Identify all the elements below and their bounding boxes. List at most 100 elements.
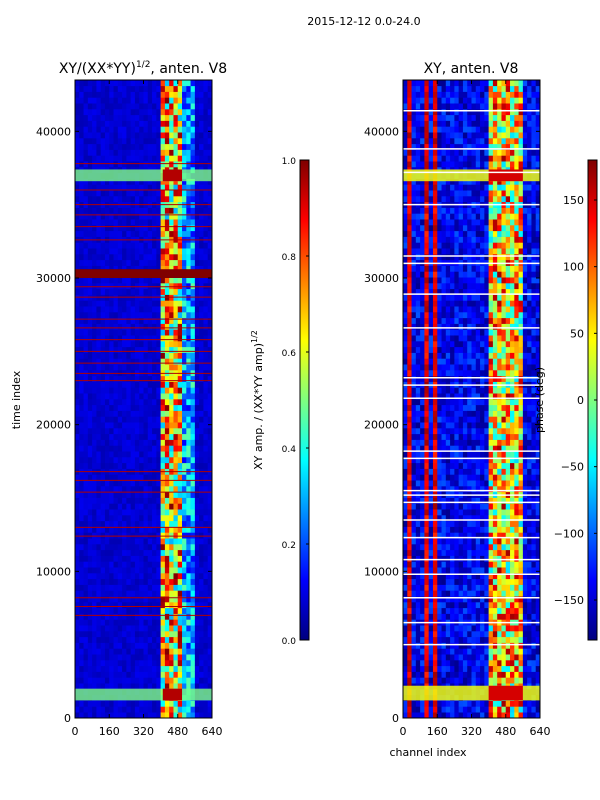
phase-heatmap-cell (437, 584, 442, 591)
amplitude-heatmap-cell (156, 631, 161, 638)
phase-heatmap-cell (424, 451, 429, 458)
phase-heatmap-cell (441, 671, 447, 678)
phase-heatmap-cell (428, 120, 434, 127)
amplitude-heatmap-cell (104, 549, 110, 556)
amplitude-heatmap-cell (139, 225, 144, 232)
amplitude-heatmap-cell (83, 706, 89, 713)
amplitude-heatmap-cell (83, 114, 89, 121)
amplitude-heatmap-cell (160, 555, 166, 562)
amplitude-heatmap-cell (156, 97, 161, 104)
amplitude-heatmap-cell (130, 207, 136, 214)
phase-heatmap-cell (450, 242, 455, 249)
amplitude-heatmap-cell (130, 97, 136, 104)
phase-heatmap-cell (450, 509, 455, 516)
amplitude-heatmap-cell (152, 120, 157, 127)
phase-heatmap-cell (407, 265, 412, 272)
phase-heatmap-cell (450, 607, 455, 614)
amplitude-heatmap-cell (113, 161, 119, 168)
amplitude-heatmap-cell (122, 486, 127, 493)
amplitude-heatmap-cell (79, 358, 84, 365)
amplitude-heatmap-cell (143, 567, 149, 574)
amplitude-heatmap-cell (134, 312, 140, 319)
phase-heatmap-cell (411, 91, 417, 98)
amplitude-heatmap-cell (134, 207, 140, 214)
amplitude-heatmap-cell (194, 480, 200, 487)
amplitude-heatmap-cell (207, 677, 213, 684)
amplitude-heatmap-cell (130, 277, 136, 284)
amplitude-heatmap-cell (156, 149, 161, 156)
amplitude-heatmap-cell (104, 712, 110, 719)
amplitude-heatmap-cell (190, 265, 196, 272)
amplitude-heatmap-cell (130, 596, 136, 603)
amplitude-heatmap-cell (96, 259, 101, 266)
amplitude-heatmap-cell (147, 265, 153, 272)
amplitude-heatmap-cell (130, 410, 136, 417)
amplitude-heatmap-cell (113, 590, 119, 597)
amplitude-heatmap-cell (182, 503, 187, 510)
phase-heatmap-cell (424, 329, 429, 336)
phase-heatmap-cell (428, 503, 434, 510)
phase-heatmap-cell (432, 712, 438, 719)
phase-heatmap-cell (420, 143, 425, 150)
amplitude-heatmap-cell (79, 660, 84, 667)
amplitude-heatmap-cell (75, 178, 80, 185)
amplitude-heatmap-cell (182, 120, 187, 127)
amplitude-heatmap-cell (104, 474, 110, 481)
amplitude-heatmap-cell (75, 607, 80, 614)
amplitude-heatmap-cell (160, 462, 166, 469)
amplitude-heatmap-cell (104, 294, 110, 301)
phase-heatmap-cell (411, 665, 417, 672)
amplitude-heatmap-cell (122, 538, 127, 545)
phase-heatmap-cell (411, 132, 417, 139)
phase-heatmap-cell (441, 219, 447, 226)
amplitude-heatmap-cell (177, 254, 183, 261)
amplitude-heatmap-cell (87, 219, 93, 226)
amplitude-heatmap-cell (186, 375, 191, 382)
amplitude-heatmap-cell (169, 103, 174, 110)
amplitude-heatmap-cell (122, 520, 127, 527)
amplitude-heatmap-cell (186, 207, 191, 214)
phase-heatmap-cell (450, 236, 455, 243)
amplitude-heatmap-cell (173, 132, 179, 139)
amplitude-heatmap-cell (96, 317, 101, 324)
amplitude-heatmap-cell (83, 416, 89, 423)
phase-heatmap-cell (424, 346, 429, 353)
phase-heatmap-cell (411, 642, 417, 649)
phase-heatmap-cell (432, 404, 438, 411)
phase-heatmap-cell (445, 520, 451, 527)
amplitude-heatmap-cell (100, 619, 106, 626)
phase-heatmap-cell (428, 375, 434, 382)
amplitude-heatmap-cell (117, 410, 123, 417)
amplitude-heatmap-cell (139, 497, 144, 504)
amplitude-heatmap-cell (143, 538, 149, 545)
amplitude-heatmap-cell (173, 486, 179, 493)
amplitude-heatmap-cell (152, 393, 157, 400)
amplitude-heatmap-cell (152, 329, 157, 336)
amplitude-heatmap-cell (122, 230, 127, 237)
amplitude-heatmap-cell (143, 306, 149, 313)
amplitude-heatmap-cell (147, 567, 153, 574)
amplitude-heatmap-cell (160, 596, 166, 603)
phase-heatmap-cell (407, 335, 412, 342)
amplitude-heatmap-cell (75, 544, 80, 551)
amplitude-heatmap-cell (126, 346, 131, 353)
amplitude-heatmap-cell (190, 85, 196, 92)
amplitude-heatmap-cell (117, 677, 123, 684)
phase-heatmap-cell (432, 399, 438, 406)
amplitude-heatmap-cell (143, 573, 149, 580)
amplitude-heatmap-cell (177, 451, 183, 458)
amplitude-heatmap-cell (92, 509, 97, 516)
phase-heatmap-cell (445, 497, 451, 504)
phase-heatmap-cell (445, 178, 451, 185)
amplitude-heatmap-cell (83, 671, 89, 678)
phase-heatmap-cell (424, 573, 429, 580)
amplitude-heatmap-cell (147, 602, 153, 609)
amplitude-heatmap-cell (100, 555, 106, 562)
phase-heatmap-cell (407, 213, 412, 220)
amplitude-heatmap-cell (75, 439, 80, 446)
phase-heatmap-cell (403, 294, 408, 301)
amplitude-heatmap-cell (186, 428, 191, 435)
phase-heatmap-cell (445, 155, 451, 162)
amplitude-heatmap-cell (109, 317, 114, 324)
amplitude-heatmap-cell (126, 491, 131, 498)
